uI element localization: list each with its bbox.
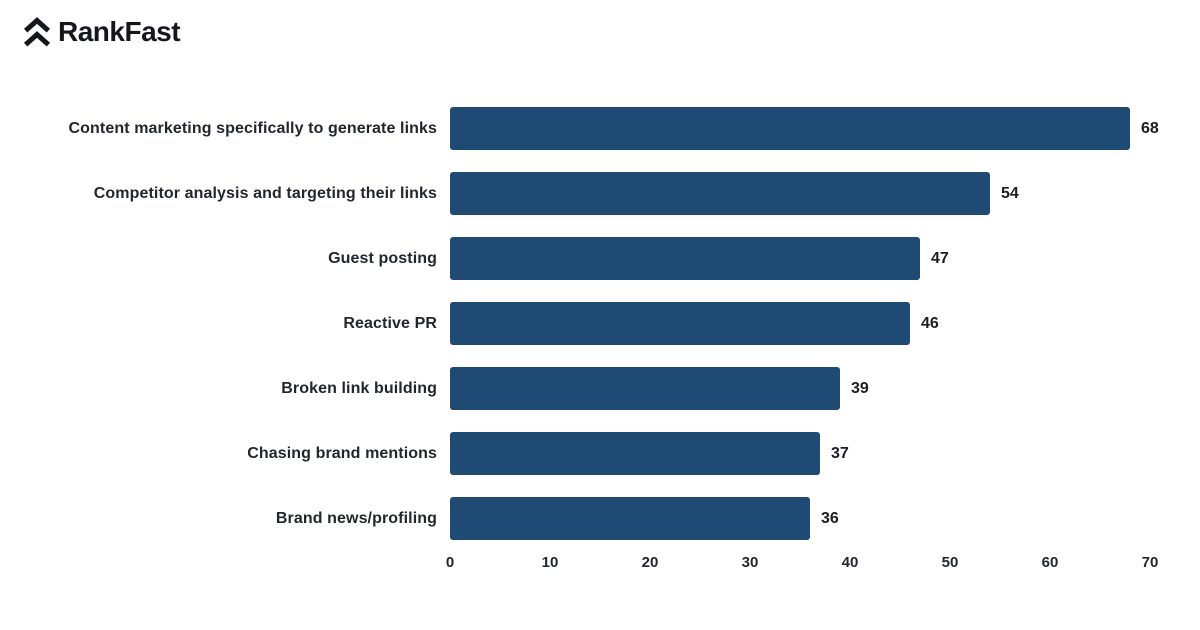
bar-track: 46	[450, 302, 1200, 345]
x-axis-tick-label: 10	[541, 554, 559, 571]
bar	[450, 497, 810, 540]
bar-track: 68	[450, 107, 1200, 150]
double-chevron-up-icon	[23, 17, 51, 47]
x-axis-tick-label: 50	[941, 554, 959, 571]
x-axis-tick-label: 0	[445, 554, 455, 571]
bar-track: 36	[450, 497, 1200, 540]
bar	[450, 432, 820, 475]
category-label: Content marketing specifically to genera…	[68, 119, 437, 137]
rankfast-logo: RankFast	[23, 16, 181, 48]
chart-row: Content marketing specifically to genera…	[0, 96, 1200, 161]
category-label: Reactive PR	[343, 314, 437, 332]
bar-track: 39	[450, 367, 1200, 410]
brand-name: RankFast	[58, 16, 181, 47]
category-label: Guest posting	[328, 249, 437, 267]
value-label: 46	[921, 314, 939, 332]
x-axis: 0 10 20 30 40 50 60 70	[0, 551, 1200, 581]
x-axis-tick-label: 60	[1041, 554, 1059, 571]
x-axis-tick-label: 40	[841, 554, 859, 571]
bar	[450, 237, 920, 280]
x-axis-tick-label: 20	[641, 554, 659, 571]
chart-row: Chasing brand mentions 37	[0, 421, 1200, 486]
bar-chart: Content marketing specifically to genera…	[0, 96, 1200, 581]
chart-row: Reactive PR 46	[0, 291, 1200, 356]
chart-rows: Content marketing specifically to genera…	[0, 96, 1200, 551]
chart-row: Guest posting 47	[0, 226, 1200, 291]
x-axis-tick-label: 70	[1141, 554, 1159, 571]
chart-row: Brand news/profiling 36	[0, 486, 1200, 551]
bar-track: 54	[450, 172, 1200, 215]
bar-track: 37	[450, 432, 1200, 475]
category-label: Competitor analysis and targeting their …	[93, 184, 437, 202]
bar-track: 47	[450, 237, 1200, 280]
category-label: Brand news/profiling	[275, 509, 437, 527]
bar	[450, 172, 990, 215]
x-axis-tick-label: 30	[741, 554, 759, 571]
value-label: 68	[1141, 119, 1159, 137]
value-label: 36	[821, 509, 839, 527]
bar	[450, 302, 910, 345]
category-label: Broken link building	[281, 379, 437, 397]
value-label: 54	[1001, 184, 1019, 202]
value-label: 47	[931, 249, 949, 267]
bar	[450, 367, 840, 410]
bar	[450, 107, 1130, 150]
category-label: Chasing brand mentions	[247, 444, 437, 462]
chart-row: Broken link building 39	[0, 356, 1200, 421]
chart-row: Competitor analysis and targeting their …	[0, 161, 1200, 226]
value-label: 37	[831, 444, 849, 462]
value-label: 39	[851, 379, 869, 397]
